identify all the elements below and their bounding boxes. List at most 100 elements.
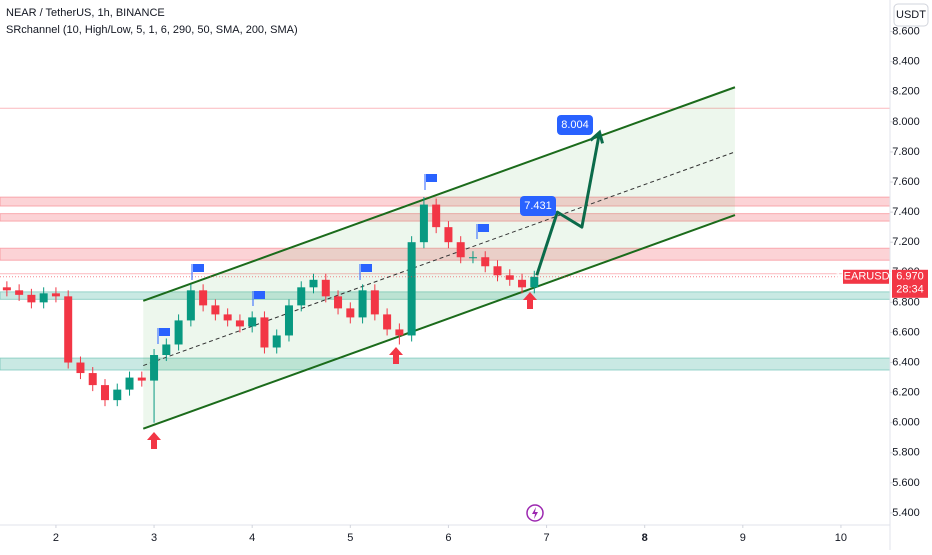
candle-body: [248, 317, 257, 327]
candle-body: [186, 290, 195, 321]
candle-body: [284, 305, 293, 336]
y-tick-label: 7.200: [892, 236, 920, 248]
y-tick-label: 8.600: [892, 25, 920, 37]
x-tick-label: 2: [53, 532, 59, 544]
arrow-up: [523, 292, 537, 309]
flag: [157, 328, 170, 344]
candle-body: [150, 355, 159, 381]
flag: [424, 174, 437, 190]
flag: [476, 224, 489, 239]
target-label-text: 7.431: [524, 200, 552, 212]
y-tick-label: 7.400: [892, 206, 920, 218]
candle-body: [346, 308, 355, 318]
y-tick-label: 6.600: [892, 326, 920, 338]
candle-body: [174, 320, 183, 345]
y-tick-label: 6.800: [892, 296, 920, 308]
signal-arrows: [147, 292, 537, 449]
candle-body: [88, 373, 97, 386]
y-tick-label: 5.800: [892, 447, 920, 459]
candle-body: [493, 266, 502, 276]
price-tag-bg: [892, 269, 928, 298]
projection-path: [535, 132, 602, 276]
y-tick-label: 8.400: [892, 56, 920, 68]
flag: [252, 291, 265, 306]
candle-body: [260, 317, 269, 348]
candle-body: [100, 385, 109, 401]
candle-body: [518, 279, 527, 288]
candle-body: [15, 290, 24, 295]
x-tick-label: 3: [151, 532, 157, 544]
candle-body: [137, 377, 146, 381]
channel-upper: [142, 86, 736, 302]
countdown: 28:34: [896, 284, 924, 296]
y-tick-label: 6.000: [892, 417, 920, 429]
y-tick-label: 8.000: [892, 116, 920, 128]
candle-body: [370, 290, 379, 315]
arrow-up: [147, 432, 161, 449]
target-label-text: 8.004: [561, 119, 589, 131]
candle-body: [334, 296, 343, 309]
candle-body: [309, 279, 318, 288]
candle-body: [297, 287, 306, 306]
candle-body: [321, 279, 330, 297]
price-tag: 6.970: [896, 271, 924, 283]
candle-body: [2, 287, 11, 291]
target-label: 7.431: [520, 196, 556, 216]
channel-fill: [143, 87, 735, 429]
candle-body: [125, 377, 134, 390]
chart-title: NEAR / TetherUS, 1h, BINANCE: [6, 7, 165, 19]
candle-body: [481, 257, 490, 267]
y-tick-label: 6.400: [892, 356, 920, 368]
candle-body: [235, 320, 244, 327]
x-tick-label: 8: [642, 532, 648, 544]
indicator-label: SRchannel (10, High/Low, 5, 1, 6, 290, 5…: [6, 24, 298, 36]
y-tick-label: 5.400: [892, 507, 920, 519]
candle-body: [419, 204, 428, 243]
flag: [359, 264, 372, 280]
candle-body: [407, 242, 416, 336]
x-tick-label: 5: [347, 532, 353, 544]
candle-body: [530, 276, 539, 288]
candle-body: [27, 294, 36, 303]
y-tick-label: 5.600: [892, 477, 920, 489]
y-tick-label: 7.800: [892, 146, 920, 158]
candle-body: [272, 335, 281, 348]
candle-body: [211, 305, 220, 315]
candle-body: [444, 227, 453, 243]
channel-lower: [142, 214, 736, 430]
candle-body: [456, 242, 465, 258]
candle-body: [505, 275, 514, 280]
candle-body: [432, 204, 441, 228]
symbol-tag-bg: [843, 269, 889, 284]
currency-button[interactable]: [893, 3, 929, 27]
candle-body: [358, 290, 367, 318]
signal-flags: [157, 174, 489, 344]
candle-body: [223, 314, 232, 321]
flag: [191, 264, 204, 280]
x-tick-label: 4: [249, 532, 255, 544]
y-tick-label: 7.600: [892, 176, 920, 188]
candle-body: [113, 389, 122, 401]
candle-body: [51, 293, 60, 297]
symbol-tag: NEARUSDT: [836, 271, 897, 283]
currency-button-label[interactable]: USDT: [896, 9, 926, 21]
plot-area: [0, 86, 891, 430]
event-icon: [526, 504, 544, 522]
projection-arrowhead: [589, 129, 604, 144]
x-tick-label: 9: [740, 532, 746, 544]
y-tick-label: 8.200: [892, 86, 920, 98]
candle-body: [383, 314, 392, 330]
sr-zone: [0, 357, 891, 371]
candle-body: [64, 296, 73, 363]
candle-body: [395, 329, 404, 336]
arrow-up: [389, 347, 403, 364]
candle-body: [39, 293, 48, 303]
y-tick-label: 6.200: [892, 387, 920, 399]
target-label: 8.004: [557, 115, 593, 135]
candle-body: [162, 344, 171, 356]
x-tick-label: 10: [835, 532, 847, 544]
candle-body: [76, 362, 85, 374]
